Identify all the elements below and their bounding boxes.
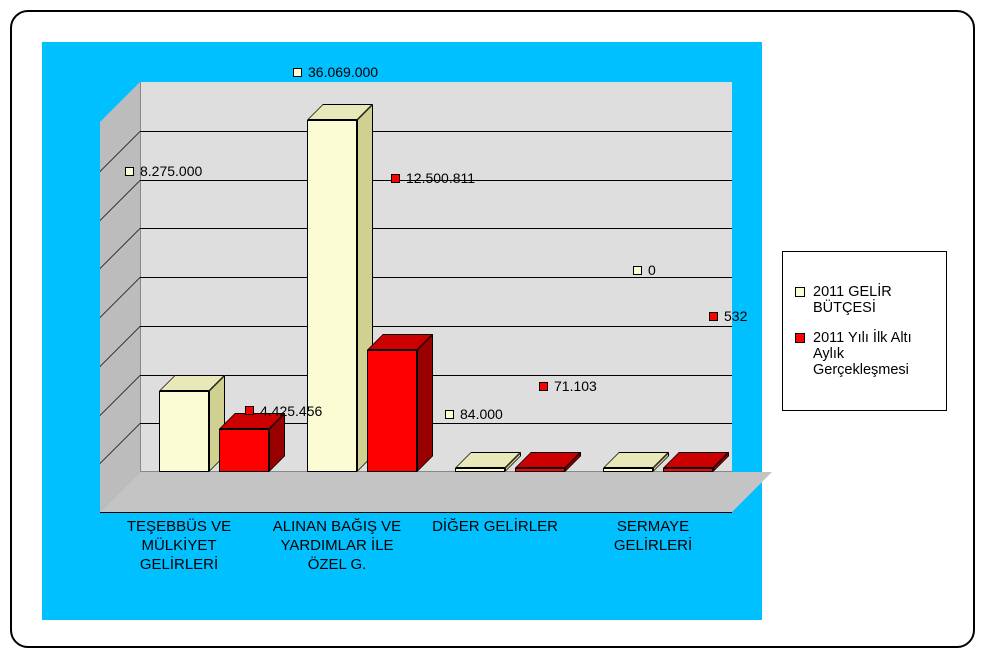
data-label-marker xyxy=(293,68,302,77)
data-label-marker xyxy=(245,406,254,415)
data-label-text: 71.103 xyxy=(554,378,597,394)
data-label-marker xyxy=(445,410,454,419)
data-label: 12.500.811 xyxy=(391,170,475,186)
legend-label-1: 2011 GELİR BÜTÇESİ xyxy=(813,284,934,316)
chart-frame: 8.275.000 36.069.000 84.000 0 4.425.456 12.50… xyxy=(10,10,975,648)
legend-marker-2 xyxy=(795,333,805,343)
data-label: 8.275.000 xyxy=(125,163,202,179)
bar xyxy=(603,468,653,472)
bar xyxy=(455,468,505,472)
data-label: 4.425.456 xyxy=(245,403,322,419)
plot-area: 8.275.000 36.069.000 84.000 0 4.425.456 12.50… xyxy=(42,42,762,620)
data-label: 71.103 xyxy=(539,378,597,394)
data-label-text: 36.069.000 xyxy=(308,64,378,80)
data-label-marker xyxy=(539,382,548,391)
bar xyxy=(307,120,357,472)
bars-layer: 8.275.00036.069.00084.00004.425.45612.50… xyxy=(140,82,732,472)
x-category-label: TEŞEBBÜS VE MÜLKİYET GELİRLERİ xyxy=(100,512,258,602)
chart-3d-area: 8.275.00036.069.00084.00004.425.45612.50… xyxy=(100,82,732,512)
data-label-marker xyxy=(125,167,134,176)
legend: 2011 GELİR BÜTÇESİ 2011 Yılı İlk Altı Ay… xyxy=(782,251,947,411)
data-label-text: 0 xyxy=(648,262,656,278)
data-label: 0 xyxy=(633,262,656,278)
x-category-label: ALINAN BAĞIŞ VE YARDIMLAR İLE ÖZEL G. xyxy=(258,512,416,602)
data-label-text: 12.500.811 xyxy=(406,170,475,186)
inner-layout: 8.275.000 36.069.000 84.000 0 4.425.456 12.50… xyxy=(42,42,947,620)
bar xyxy=(515,468,565,472)
legend-marker-1 xyxy=(795,287,805,297)
data-label-marker xyxy=(709,312,718,321)
legend-item-series-1: 2011 GELİR BÜTÇESİ xyxy=(795,284,934,316)
data-label-marker xyxy=(391,174,400,183)
data-label: 84.000 xyxy=(445,406,503,422)
legend-item-series-2: 2011 Yılı İlk Altı Aylık Gerçekleşmesi xyxy=(795,330,934,378)
data-label-text: 8.275.000 xyxy=(140,163,202,179)
x-category-label: SERMAYE GELİRLERİ xyxy=(574,512,732,602)
data-label-text: 84.000 xyxy=(460,406,503,422)
legend-label-2: 2011 Yılı İlk Altı Aylık Gerçekleşmesi xyxy=(813,330,934,378)
data-label-text: 4.425.456 xyxy=(260,403,322,419)
data-label: 532 xyxy=(709,308,747,324)
chart-floor xyxy=(100,472,772,512)
bar xyxy=(219,429,269,472)
data-label-marker xyxy=(633,266,642,275)
bar xyxy=(663,468,713,472)
data-label-text: 532 xyxy=(724,308,747,324)
x-category-label: DİĞER GELİRLER xyxy=(416,512,574,602)
bar xyxy=(159,391,209,472)
bar xyxy=(367,350,417,472)
x-axis: TEŞEBBÜS VE MÜLKİYET GELİRLERİALINAN BAĞ… xyxy=(100,512,732,602)
data-label: 36.069.000 xyxy=(293,64,378,80)
